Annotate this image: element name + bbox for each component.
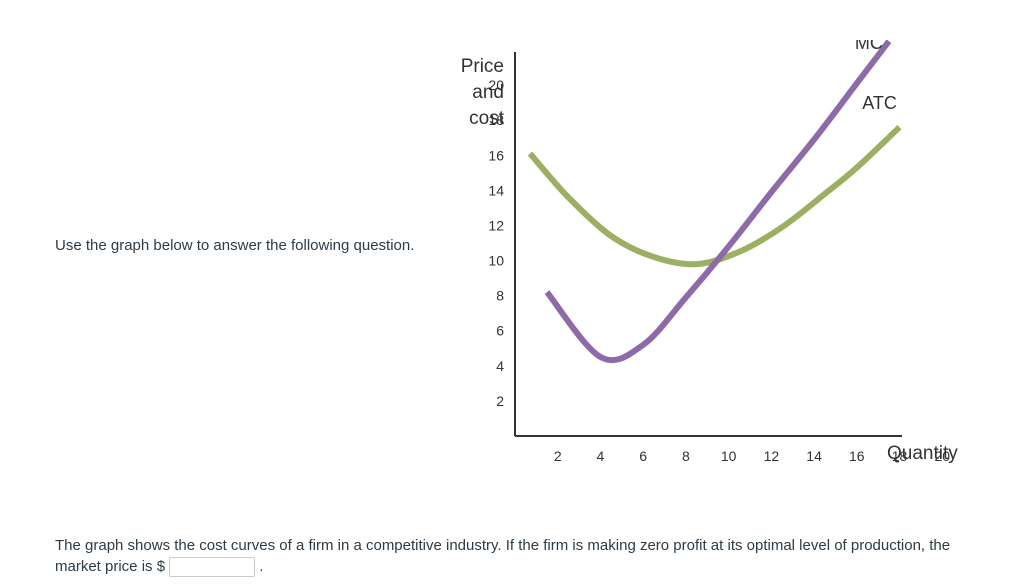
answer-suffix: . bbox=[259, 558, 264, 575]
market-price-input[interactable] bbox=[169, 557, 256, 578]
y-tick-label: 20 bbox=[488, 77, 504, 93]
intro-text: Use the graph below to answer the follow… bbox=[55, 237, 415, 254]
x-tick-label: 10 bbox=[721, 448, 737, 464]
x-axis-title: Quantity bbox=[887, 443, 958, 464]
y-tick-label: 2 bbox=[496, 393, 504, 409]
y-tick-label: 10 bbox=[488, 253, 504, 269]
question-text: The graph shows the cost curves of a fir… bbox=[55, 537, 951, 554]
y-tick-label: 16 bbox=[488, 147, 504, 163]
y-axis-ticks: 2 4 6 8 10 12 14 16 18 20 bbox=[488, 77, 504, 409]
curves bbox=[527, 40, 902, 364]
curve-labels: ATC MC bbox=[855, 40, 897, 113]
y-axis-title-line: and bbox=[472, 82, 504, 103]
x-tick-label: 12 bbox=[764, 448, 780, 464]
x-tick-label: 14 bbox=[806, 448, 822, 464]
curve-atc bbox=[527, 125, 902, 268]
y-axis-title-line: Price bbox=[461, 56, 504, 77]
question-block: The graph shows the cost curves of a fir… bbox=[55, 535, 1015, 578]
y-tick-label: 12 bbox=[488, 217, 504, 233]
y-tick-label: 18 bbox=[488, 112, 504, 128]
cost-curves-chart: Price and cost 2 4 6 8 10 12 14 16 18 20 2 4 6 8 10 12 14… bbox=[461, 40, 958, 464]
x-axis-ticks: 2 4 6 8 10 12 14 16 18 20 bbox=[554, 448, 950, 464]
x-tick-label: 6 bbox=[639, 448, 647, 464]
y-tick-label: 6 bbox=[496, 323, 504, 339]
answer-line: market price is $ . bbox=[55, 556, 1015, 578]
y-tick-label: 14 bbox=[488, 182, 504, 198]
x-tick-label: 18 bbox=[892, 448, 908, 464]
x-tick-label: 16 bbox=[849, 448, 865, 464]
answer-prefix: market price is $ bbox=[55, 558, 166, 575]
curve-mc bbox=[544, 40, 892, 364]
y-tick-label: 4 bbox=[496, 358, 504, 374]
x-tick-label: 2 bbox=[554, 448, 562, 464]
y-axis-title-line: cost bbox=[469, 108, 505, 129]
y-tick-label: 8 bbox=[496, 288, 504, 304]
x-tick-label: 20 bbox=[934, 448, 950, 464]
label-atc: ATC bbox=[862, 93, 897, 113]
label-mc: MC bbox=[855, 40, 883, 53]
y-axis-title: Price and cost bbox=[461, 56, 505, 129]
x-tick-label: 8 bbox=[682, 448, 690, 464]
x-tick-label: 4 bbox=[597, 448, 605, 464]
